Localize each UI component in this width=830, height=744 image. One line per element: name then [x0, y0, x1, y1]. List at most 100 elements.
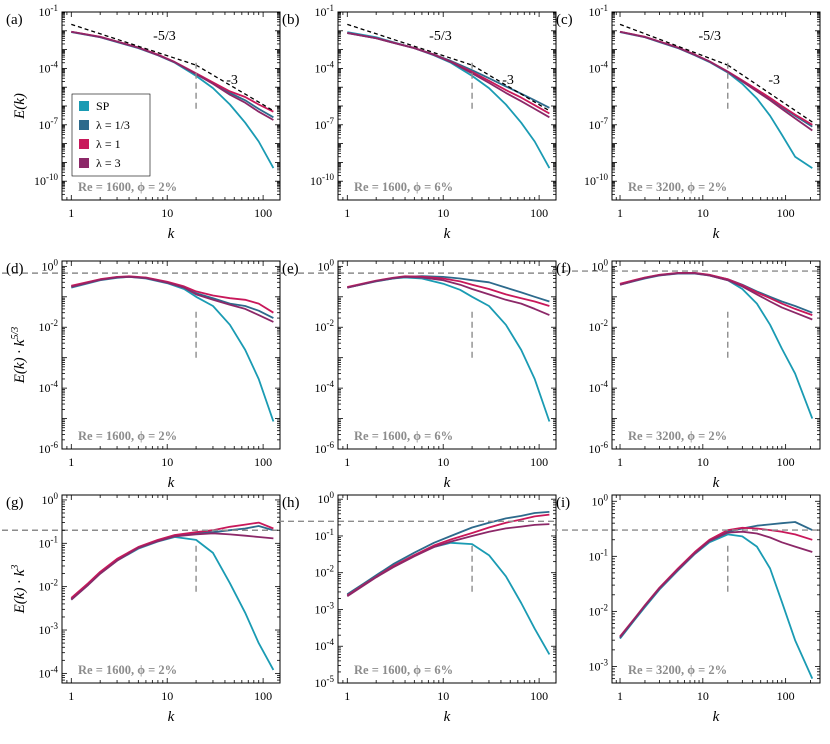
- slope-label: -3: [502, 73, 514, 88]
- x-tick-label: 10: [437, 206, 449, 220]
- x-tick-label: 10: [697, 455, 709, 469]
- panel-a: 1 10 100 10-10 10-7 10-4 10-1 k (a) Re = 1600, ϕ …: [6, 3, 281, 242]
- y-tick-label: 10-1: [39, 534, 59, 550]
- x-tick-label: 1: [617, 455, 623, 469]
- series-line--3: [71, 31, 274, 121]
- panel-h: 1 10 100 10-5 10-4 10-3 10-2 10-1 100 k (h) Re = 16…: [278, 490, 557, 725]
- plot-area: [347, 275, 551, 422]
- x-axis-title: k: [444, 226, 451, 242]
- condition-annotation: Re = 1600, ϕ = 2%: [78, 180, 177, 194]
- y-tick-label: 10-1: [589, 3, 609, 19]
- panel-c: 1 10 100 10-10 10-7 10-4 10-1 k (c) Re = 3200, ϕ …: [556, 3, 821, 242]
- panel-e: 1 10 100 10-6 10-4 10-2 100 k (e) Re = 1600, ϕ = …: [278, 257, 557, 491]
- series-line-sp: [71, 275, 275, 422]
- y-tick-label: 10-2: [39, 578, 59, 594]
- y-tick-label: 10-7: [589, 116, 609, 132]
- panel-tag: (e): [282, 261, 299, 277]
- legend-entry: λ = 3: [96, 156, 121, 170]
- series-line--3: [619, 31, 813, 132]
- plot-area: [619, 521, 814, 679]
- slope-label: -5/3: [698, 29, 721, 44]
- condition-annotation: Re = 1600, ϕ = 2%: [78, 429, 177, 443]
- x-axis-title: k: [444, 709, 451, 725]
- y-axis-title: E(k) · k5/3: [10, 327, 28, 385]
- legend: SP λ = 1/3 λ = 1 λ = 3: [71, 93, 151, 177]
- x-axis-title: k: [168, 709, 175, 725]
- reference-slope-line: [347, 23, 473, 66]
- y-axis-title: E(k): [12, 93, 28, 120]
- x-tick-label: 100: [777, 455, 795, 469]
- y-tick-label: 10-7: [39, 116, 59, 132]
- panel-tag: (f): [556, 261, 571, 277]
- y-tick-label: 10-5: [315, 674, 335, 690]
- panel-b: 1 10 100 10-10 10-7 10-4 10-1 k (b) Re = 1600, ϕ …: [282, 3, 557, 242]
- x-axis-title: k: [713, 226, 720, 242]
- x-tick-label: 100: [530, 689, 548, 703]
- y-tick-label: 10-10: [584, 172, 608, 188]
- series-line--1: [70, 521, 274, 599]
- x-tick-label: 1: [68, 206, 74, 220]
- plot-area: [71, 23, 275, 169]
- y-tick-label: 10-4: [315, 637, 335, 653]
- plot-area: [71, 275, 275, 422]
- series-line--3: [71, 275, 274, 323]
- series-line--1: [619, 526, 813, 638]
- y-tick-label: 10-10: [310, 172, 334, 188]
- legend-entry: λ = 1/3: [96, 118, 130, 132]
- x-axis-title: k: [713, 475, 720, 491]
- x-axis-title: k: [168, 226, 175, 242]
- x-tick-label: 10: [161, 455, 173, 469]
- condition-annotation: Re = 3200, ϕ = 2%: [628, 663, 727, 677]
- condition-annotation: Re = 1600, ϕ = 6%: [354, 663, 453, 677]
- slope-label: -3: [768, 73, 780, 88]
- x-axis-title: k: [444, 475, 451, 491]
- x-axis-title: k: [168, 475, 175, 491]
- y-tick-label: 10-4: [589, 379, 609, 395]
- panel-tag: (c): [556, 12, 573, 28]
- x-tick-label: 10: [697, 206, 709, 220]
- y-axis-title: E(k) · k3: [10, 565, 28, 615]
- x-tick-label: 100: [777, 206, 795, 220]
- y-tick-label: 10-10: [34, 172, 58, 188]
- legend-swatch: [79, 139, 89, 149]
- x-tick-label: 1: [344, 455, 350, 469]
- condition-annotation: Re = 1600, ϕ = 2%: [78, 663, 177, 677]
- axes-frame: [337, 260, 557, 450]
- x-tick-label: 1: [344, 689, 350, 703]
- y-tick-label: 10-4: [39, 379, 59, 395]
- condition-annotation: Re = 1600, ϕ = 6%: [354, 180, 453, 194]
- y-tick-label: 10-7: [315, 116, 335, 132]
- condition-annotation: Re = 3200, ϕ = 2%: [628, 180, 727, 194]
- y-tick-label: 100: [318, 257, 335, 273]
- series-line-sp: [347, 276, 551, 422]
- y-tick-label: 10-1: [315, 3, 335, 19]
- series-line--3: [70, 532, 274, 601]
- x-tick-label: 1: [344, 206, 350, 220]
- y-tick-label: 10-2: [589, 602, 609, 618]
- series-line--3: [619, 530, 813, 638]
- series-line-sp: [70, 536, 275, 671]
- series-line--1: [71, 275, 274, 314]
- series-line-sp: [619, 272, 814, 419]
- y-tick-label: 10-1: [589, 547, 609, 563]
- panel-tag: (a): [6, 12, 23, 28]
- panel-tag: (g): [6, 495, 24, 511]
- y-tick-label: 10-2: [39, 318, 59, 334]
- x-tick-label: 100: [254, 455, 272, 469]
- x-tick-label: 1: [617, 206, 623, 220]
- series-line--1: [347, 32, 550, 115]
- legend-entry: SP: [96, 99, 110, 113]
- y-tick-label: 10-6: [589, 440, 609, 456]
- y-tick-label: 10-4: [315, 379, 335, 395]
- legend-swatch: [79, 120, 89, 130]
- series-line--3: [346, 523, 550, 597]
- x-tick-label: 10: [437, 455, 449, 469]
- y-tick-label: 10-4: [39, 664, 59, 680]
- x-tick-label: 10: [161, 689, 173, 703]
- series-line--3: [347, 275, 550, 316]
- reference-slope-line: [195, 64, 273, 111]
- series-line-sp: [619, 533, 814, 679]
- y-tick-label: 100: [592, 257, 609, 273]
